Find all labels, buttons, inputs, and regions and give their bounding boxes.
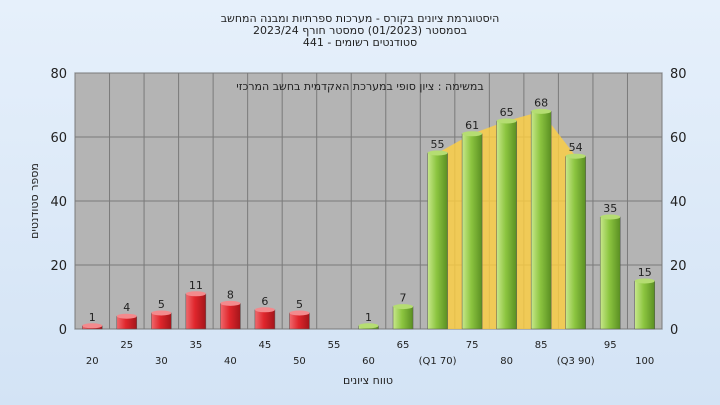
bar-cap-65 <box>393 304 414 310</box>
y-tick-left-40: 40 <box>50 195 67 210</box>
x-tick-95: 95 <box>604 340 617 351</box>
x-tick-55: 55 <box>328 340 341 351</box>
y-tick-right-20: 20 <box>670 259 687 274</box>
x-tick-75: 75 <box>466 340 479 351</box>
bar-75 <box>461 133 483 330</box>
data-label-40: 8 <box>227 288 234 301</box>
bar-cap-60 <box>358 323 379 329</box>
bar-70 <box>427 152 448 330</box>
bar-95 <box>599 216 621 330</box>
bar-45 <box>254 309 276 330</box>
data-label-75: 61 <box>465 119 479 132</box>
x-axis-label: טווח ציונים <box>343 374 393 387</box>
bar-cap-90 <box>565 153 586 159</box>
y-tick-left-20: 20 <box>50 259 67 274</box>
y-axis-label: מספר סטודנטים <box>28 163 41 239</box>
y-tick-left-80: 80 <box>50 67 67 82</box>
bar-cap-45 <box>254 307 275 313</box>
data-label-60: 1 <box>365 311 372 324</box>
x-tick-80: 80 <box>500 356 513 367</box>
bar-cap-70 <box>427 150 448 156</box>
bar-cap-85 <box>531 108 552 114</box>
bar-90 <box>565 155 586 330</box>
bar-cap-80 <box>496 118 517 124</box>
chart-title-line-3: 441 - סטודנטים רשומים <box>303 36 417 49</box>
bar-cap-100 <box>634 278 655 284</box>
data-label-65: 7 <box>400 292 407 305</box>
x-tick-60: 60 <box>362 356 375 367</box>
x-tick-50: 50 <box>293 356 306 367</box>
data-label-100: 15 <box>638 266 652 279</box>
x-tick-25: 25 <box>120 340 133 351</box>
bar-cap-20 <box>82 323 103 329</box>
x-tick-20: 20 <box>86 356 99 367</box>
bar-35 <box>185 293 207 330</box>
x-tick-30: 30 <box>155 356 168 367</box>
x-tick-45: 45 <box>259 340 272 351</box>
data-label-25: 4 <box>123 301 130 314</box>
bar-40 <box>220 303 241 330</box>
x-tick-90: (Q3 90) <box>557 356 595 367</box>
chart-subtitle: במשימה : ציון סופי במערכת האקדמית בחשב ה… <box>236 80 484 93</box>
y-tick-left-0: 0 <box>59 323 67 338</box>
bar-85 <box>530 111 552 330</box>
data-label-85: 68 <box>534 96 548 109</box>
bar-cap-30 <box>151 310 172 316</box>
bar-100 <box>634 280 655 330</box>
y-tick-left-60: 60 <box>50 131 67 146</box>
data-label-50: 5 <box>296 298 303 311</box>
bar-80 <box>496 120 517 330</box>
data-label-90: 54 <box>569 141 583 154</box>
data-label-35: 11 <box>189 279 203 292</box>
bar-cap-95 <box>600 214 621 220</box>
bar-cap-25 <box>116 313 137 319</box>
data-label-20: 1 <box>89 311 96 324</box>
y-tick-right-40: 40 <box>670 195 687 210</box>
x-tick-65: 65 <box>397 340 410 351</box>
chart-title-line-1: היסטוגרמת ציונים בקורס - מערכות ספרתיות … <box>221 12 500 25</box>
bar-cap-35 <box>185 291 206 297</box>
bar-cap-75 <box>462 131 483 137</box>
chart-title-line-2: בסמסטר (01/2023) סמסטר חורף 2023/24 <box>253 24 467 37</box>
bar-cap-50 <box>289 310 310 316</box>
y-tick-right-0: 0 <box>670 323 678 338</box>
y-tick-right-80: 80 <box>670 67 687 82</box>
x-tick-70: (Q1 70) <box>419 356 457 367</box>
data-label-95: 35 <box>603 202 617 215</box>
data-label-70: 55 <box>431 138 445 151</box>
bar-65 <box>392 306 414 330</box>
y-tick-right-60: 60 <box>670 131 687 146</box>
x-tick-40: 40 <box>224 356 237 367</box>
x-tick-100: 100 <box>635 356 654 367</box>
x-tick-35: 35 <box>189 340 202 351</box>
data-label-30: 5 <box>158 298 165 311</box>
data-label-80: 65 <box>500 106 514 119</box>
data-label-45: 6 <box>261 295 268 308</box>
x-tick-85: 85 <box>535 340 548 351</box>
bar-cap-40 <box>220 300 241 306</box>
